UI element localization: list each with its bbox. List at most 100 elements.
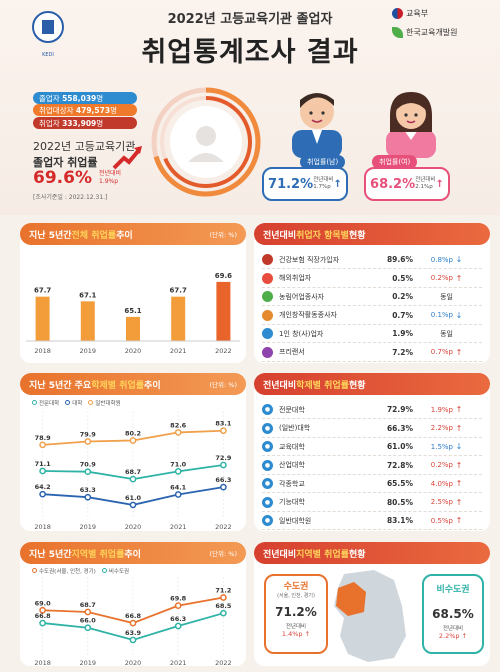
data-point (84, 493, 92, 501)
male-delta-label: 전년대비 (313, 177, 334, 183)
overall-bar-chart: 67.7 2018 67.1 2019 65.1 2020 67.7 2021 69.6 2022 (26, 272, 240, 355)
up-arrow-icon: ↑ (455, 347, 463, 357)
data-label: 80.2 (125, 429, 141, 437)
capital-value: 71.2% (275, 605, 317, 619)
item-name: 농림어업종사자 (279, 292, 325, 301)
unit-people: 명 (96, 94, 104, 103)
legend-item: 수도권(서울, 인천, 경기) (32, 567, 96, 575)
male-delta: 전년대비 1.7%p (313, 177, 333, 191)
list-item: 1인 창(사)업자 1.9% 동일 (262, 325, 482, 343)
title-part: 지난 5년간 (29, 549, 72, 560)
item-value: 80.5% (386, 497, 413, 507)
emblem-icon (32, 11, 64, 43)
item-name: 교육대학 (279, 442, 305, 451)
list-item: ● 일반대학원 83.1% 0.5%p ↑ (262, 512, 482, 530)
male-graduate-illustration (292, 93, 342, 158)
eligible-value: 479,573 (75, 106, 111, 115)
item-value: 1.9% (392, 329, 413, 338)
title-part: 현황 (348, 230, 366, 241)
male-rate-value: 71.2% (268, 176, 314, 192)
item-value: 83.1% (386, 516, 413, 525)
down-arrow-icon: ↓ (455, 255, 463, 264)
overall-trend-title: 지난 5년간 전체 취업률 추이 (단위: %) (20, 223, 246, 245)
noncapital-value: 68.5% (432, 607, 474, 621)
institute-name: 한국교육개발원 (406, 28, 458, 37)
title-part: 현황 (348, 380, 366, 391)
taegeuk-icon (392, 8, 403, 19)
bar (126, 316, 140, 341)
school-line-chart: 2018 2019 2020 2021 2022 71.1 70.9 68.7 71.0 72.9… (34, 411, 232, 531)
title-part: 전년대비 (263, 230, 297, 241)
x-tick-label: 2018 (34, 347, 51, 355)
data-label: 69.8 (170, 595, 187, 603)
capital-delta: 1.4%p ↑ (266, 630, 326, 638)
up-arrow-icon: ↑ (455, 273, 463, 283)
capital-region-card: 수도권 (서울, 인천, 경기) 71.2% 전년대비 1.4%p ↑ (264, 574, 328, 654)
up-arrow-icon: ↑ (455, 497, 463, 507)
item-delta: 0.2%p (430, 274, 453, 282)
data-point (129, 437, 137, 444)
item-delta: 0.5%p (430, 516, 453, 525)
female-delta-label: 전년대비 (415, 177, 436, 183)
school-type-icon: ● (262, 422, 273, 434)
school-trend-panel: 지난 5년간 주요 학제별 취업률 추이 (단위: %) 전문대학 대학 일반대학… (20, 373, 246, 531)
data-label: 66.8 (125, 612, 142, 620)
item-delta: 2.2%p (430, 424, 453, 432)
unit-label: (단위: %) (209, 231, 237, 239)
data-label: 61.0 (125, 494, 142, 502)
list-item: ● 각종학교 65.5% 4.0%p ↑ (262, 475, 482, 493)
data-label: 78.9 (35, 434, 52, 442)
data-label: 64.2 (35, 483, 51, 491)
category-icon (262, 328, 273, 339)
region-line-chart: 2018 2019 2020 2021 2022 69.0 68.7 66.8 69.8 71.2… (34, 577, 232, 667)
male-rate-card: 71.2% 전년대비 1.7%p ↑ (262, 167, 348, 201)
x-tick-label: 2019 (80, 347, 97, 355)
bar-value-label: 69.6 (215, 272, 232, 280)
item-name: 개인창작활동종사자 (279, 311, 337, 319)
up-arrow-icon: ↑ (455, 479, 463, 488)
legend-label: 전문대학 (39, 401, 60, 407)
list-item: ● 교육대학 61.0% 1.5%p ↓ (262, 438, 482, 456)
item-name: 전문대학 (279, 405, 305, 414)
list-item: 프리랜서 7.2% 0.7%p ↑ (262, 344, 482, 362)
graduates-stat: 졸업자 558,039명 (33, 92, 137, 104)
overall-trend-panel: 지난 5년간 전체 취업률 추이 (단위: %) 67.7 2018 67.1 2019… (20, 223, 246, 363)
item-value: 66.3% (386, 423, 413, 433)
item-delta: 0.8%p (430, 255, 453, 264)
x-tick-label: 2018 (34, 659, 51, 667)
up-arrow-icon: ↑ (455, 423, 463, 433)
data-point (174, 622, 182, 630)
category-icon (262, 254, 273, 265)
item-delta: 1.5%p (430, 442, 453, 451)
title-highlight: 지역별 취업률 (71, 549, 125, 560)
female-rate-card: 68.2% 전년대비 2.1%p ↑ (364, 167, 450, 201)
category-icon (262, 346, 273, 358)
unit-people: 명 (110, 106, 117, 115)
bar (80, 301, 95, 341)
x-tick-label: 2022 (215, 523, 232, 531)
title-part: 현황 (348, 549, 366, 560)
data-label: 69.0 (35, 599, 52, 607)
rate-heading: 2022년 고등교육기관 졸업자 취업률 (33, 138, 135, 170)
capital-delta-value: 1.4%p (281, 630, 303, 638)
data-point (174, 602, 182, 609)
title-part: 추이 (124, 549, 141, 560)
unit-label: (단위: %) (209, 550, 237, 558)
list-item: ● 기능대학 80.5% 2.5%p ↑ (262, 494, 482, 512)
legend-item: 비수도권 (101, 567, 129, 575)
data-point (220, 427, 227, 435)
data-label: 66.3 (170, 615, 186, 623)
region-trend-title: 지난 5년간 지역별 취업률 추이 (단위: %) (20, 542, 246, 564)
up-arrow-icon: ↑ (455, 516, 463, 525)
rate-title-line2: 졸업자 취업률 (33, 156, 98, 169)
female-graduate-illustration (386, 92, 436, 158)
title-part: 추이 (116, 230, 133, 241)
title-part: 전년대비 (263, 380, 297, 391)
item-delta: 4.0%p (430, 479, 453, 488)
data-label: 72.9 (215, 454, 232, 462)
unit-people: 명 (96, 119, 104, 128)
rate-title-line1: 2022년 고등교육기관 (33, 140, 136, 153)
female-delta-value: 2.1%p (415, 184, 433, 190)
item-name: 일반대학원 (279, 516, 312, 525)
unit-label: (단위: %) (209, 381, 237, 389)
